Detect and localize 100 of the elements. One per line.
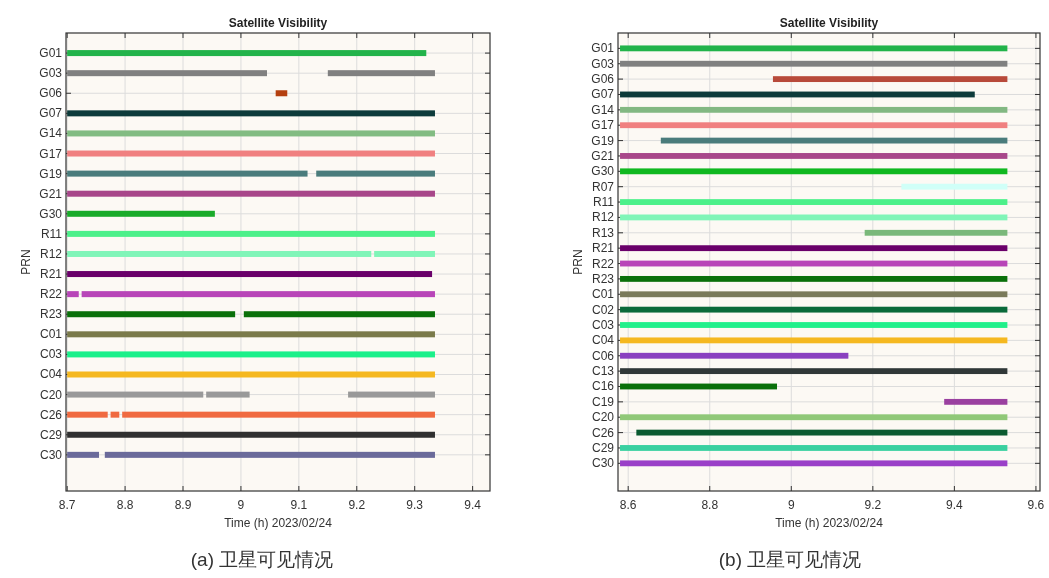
y-tick-label: R21 bbox=[39, 267, 63, 282]
y-tick-label: C20 bbox=[39, 387, 63, 402]
y-tick-label: G17 bbox=[39, 146, 63, 161]
text: (a) 卫星可见情况 bbox=[190, 549, 334, 570]
bar bbox=[67, 331, 435, 338]
bar bbox=[901, 183, 1008, 190]
chart-title: Satellite Visibility bbox=[228, 16, 328, 30]
y-tick-label: R22 bbox=[39, 287, 63, 302]
bar bbox=[620, 306, 1008, 313]
y-axis-title: PRN bbox=[571, 249, 585, 275]
y-tick-label: G17 bbox=[591, 118, 615, 133]
x-tick-label: 9.4 bbox=[946, 498, 964, 512]
y-tick-label: C30 bbox=[39, 447, 63, 462]
bar bbox=[67, 230, 435, 237]
bar bbox=[275, 90, 288, 97]
y-tick-label: G19 bbox=[39, 166, 63, 181]
y-tick-label: C02 bbox=[591, 302, 615, 317]
y-tick-label: C13 bbox=[591, 364, 615, 379]
bar bbox=[620, 106, 1008, 113]
y-tick-label: C30 bbox=[591, 456, 615, 471]
y-tick-label: C01 bbox=[39, 327, 63, 342]
y-tick-label: G01 bbox=[39, 46, 63, 61]
bar bbox=[67, 210, 215, 217]
bar bbox=[864, 229, 1008, 236]
y-tick-label: C01 bbox=[591, 287, 615, 302]
x-tick-label: 9.3 bbox=[406, 498, 424, 512]
bar bbox=[620, 337, 1008, 344]
bar bbox=[620, 45, 1008, 52]
text: (b) 卫星可见情况 bbox=[718, 549, 862, 570]
y-tick-label: G06 bbox=[39, 86, 63, 101]
x-tick-label: 8.8 bbox=[701, 498, 719, 512]
bar bbox=[620, 368, 1008, 375]
y-tick-label: R07 bbox=[591, 179, 615, 194]
bar bbox=[67, 150, 435, 157]
y-tick-label: G03 bbox=[591, 56, 615, 71]
x-tick-label: 9.2 bbox=[864, 498, 882, 512]
y-tick-label: C29 bbox=[591, 440, 615, 455]
x-tick-label: 9.1 bbox=[290, 498, 308, 512]
y-tick-label: R23 bbox=[591, 271, 615, 286]
x-tick-label: 8.7 bbox=[58, 498, 76, 512]
bar bbox=[620, 322, 1008, 328]
y-tick-label: C19 bbox=[591, 394, 615, 409]
bar bbox=[620, 245, 1008, 252]
y-tick-label: G30 bbox=[591, 164, 615, 179]
bar bbox=[67, 50, 427, 57]
y-tick-label: R23 bbox=[39, 307, 63, 322]
y-tick-label: C03 bbox=[591, 318, 615, 333]
x-tick-label: 9.6 bbox=[1027, 498, 1045, 512]
x-tick-label: 9 bbox=[787, 498, 795, 512]
chart-title: Satellite Visibility bbox=[779, 16, 879, 30]
bar bbox=[67, 371, 435, 378]
bar bbox=[620, 122, 1008, 129]
bar bbox=[67, 271, 433, 278]
y-tick-label: R22 bbox=[591, 256, 615, 271]
x-tick-label: 9.2 bbox=[348, 498, 366, 512]
y-tick-label: R13 bbox=[591, 225, 615, 240]
bar bbox=[620, 445, 1008, 451]
y-tick-label: R12 bbox=[591, 210, 615, 225]
bar bbox=[620, 153, 1008, 159]
y-tick-label: C16 bbox=[591, 379, 615, 394]
bar bbox=[67, 351, 435, 358]
bar bbox=[620, 60, 1008, 67]
y-tick-label: G30 bbox=[39, 206, 63, 221]
bar bbox=[67, 110, 435, 117]
bar bbox=[620, 168, 1008, 175]
y-tick-label: G19 bbox=[591, 133, 615, 148]
y-tick-label: G06 bbox=[591, 72, 615, 87]
bar bbox=[772, 76, 1008, 83]
x-axis-title: Time (h) 2023/02/24 bbox=[775, 516, 884, 530]
y-tick-label: G07 bbox=[39, 106, 63, 121]
x-axis-title: Time (h) 2023/02/24 bbox=[224, 516, 333, 530]
bar bbox=[944, 398, 1008, 405]
y-axis-title: PRN bbox=[19, 249, 33, 275]
bar bbox=[67, 130, 435, 137]
x-tick-label: 8.6 bbox=[619, 498, 637, 512]
bar bbox=[620, 460, 1008, 467]
y-tick-label: C29 bbox=[39, 427, 63, 442]
x-tick-label: 9.4 bbox=[464, 498, 482, 512]
x-tick-label: 8.9 bbox=[174, 498, 192, 512]
y-tick-label: C03 bbox=[39, 347, 63, 362]
bar bbox=[620, 352, 849, 359]
bar bbox=[620, 291, 1008, 298]
y-tick-label: R21 bbox=[591, 241, 615, 256]
bar bbox=[620, 199, 1008, 205]
bar bbox=[620, 275, 1008, 282]
y-tick-label: G03 bbox=[39, 66, 63, 81]
y-tick-label: G14 bbox=[39, 126, 63, 141]
y-tick-label: G07 bbox=[591, 87, 615, 102]
y-tick-label: R11 bbox=[592, 195, 615, 210]
y-tick-label: G21 bbox=[39, 186, 63, 201]
bar bbox=[636, 429, 1008, 436]
y-tick-label: C04 bbox=[39, 367, 63, 382]
y-tick-label: G01 bbox=[591, 41, 615, 56]
y-tick-label: C06 bbox=[591, 348, 615, 363]
y-tick-label: R12 bbox=[39, 246, 63, 261]
y-tick-label: C26 bbox=[39, 407, 63, 422]
y-tick-label: C20 bbox=[591, 410, 615, 425]
y-tick-label: G14 bbox=[591, 102, 615, 117]
x-tick-label: 9 bbox=[237, 498, 245, 512]
bar bbox=[67, 190, 435, 197]
